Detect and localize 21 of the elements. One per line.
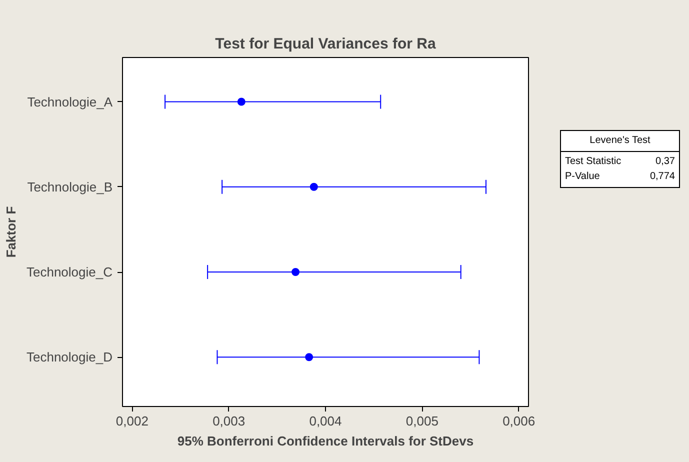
chart-title: Test for Equal Variances for Ra	[215, 36, 436, 52]
y-axis-title: Faktor F	[3, 206, 18, 258]
point	[305, 353, 314, 362]
point	[292, 268, 300, 276]
point	[310, 182, 318, 191]
y-tick-label: Technologie_A	[27, 94, 113, 110]
x-axis-title: 95% Bonferroni Confidence Intervals for StDevs	[177, 434, 474, 448]
y-tick-label: Technologie_B	[27, 179, 113, 194]
x-tick-label: 0,006	[502, 414, 536, 428]
text: Levene's Test	[561, 131, 679, 152]
x-tick-label: 0,004	[309, 414, 342, 428]
x-tick-label: 0,003	[212, 414, 246, 428]
text: 0,37	[656, 155, 675, 170]
x-tick-label: 0,002	[116, 414, 148, 428]
y-tick-label: Technologie_C	[26, 264, 113, 280]
point	[237, 98, 246, 106]
text: P-Value	[565, 170, 600, 184]
text: Test Statistic	[565, 155, 622, 170]
y-tick-label: Technologie_D	[26, 350, 113, 365]
x-tick-label: 0,005	[406, 414, 438, 428]
text: 0,774	[650, 170, 675, 184]
